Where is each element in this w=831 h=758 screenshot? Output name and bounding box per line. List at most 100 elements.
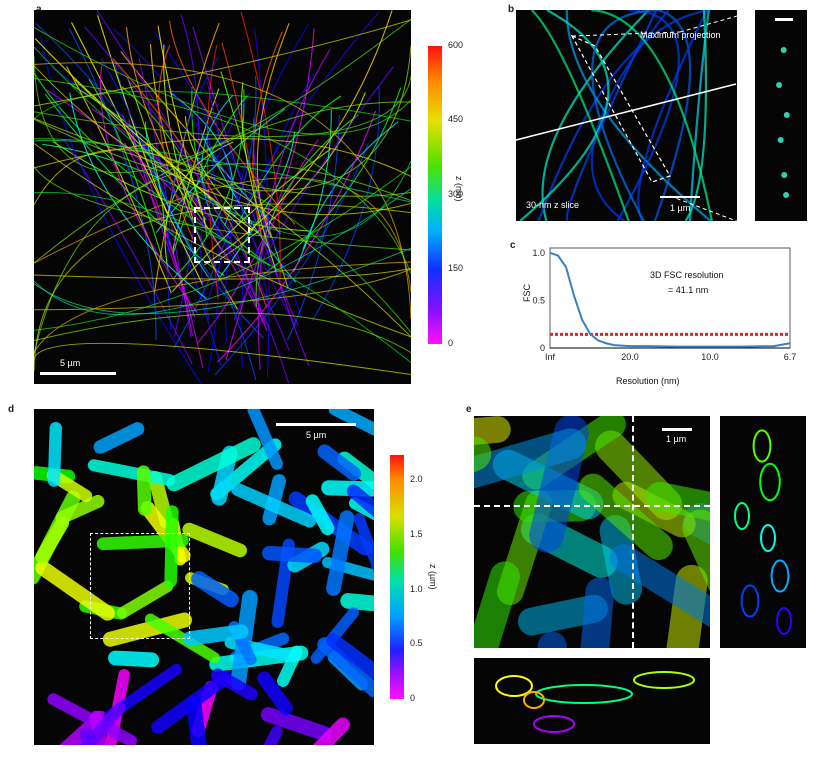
xz-outline <box>533 715 575 733</box>
filament <box>591 10 662 221</box>
mitochondrion <box>116 580 174 619</box>
mitochondrion <box>262 545 323 564</box>
filament <box>311 86 380 321</box>
fsc-ytick: 1.0 <box>532 248 545 258</box>
panel-letter-e: e <box>466 404 472 415</box>
filament <box>40 35 202 384</box>
mitochondrion <box>35 560 116 621</box>
scalebar-d <box>276 423 356 426</box>
colorbar-a-tick: 300 <box>448 189 464 199</box>
projection-overlay <box>515 10 756 229</box>
colorbar-a-tick: 600 <box>448 40 464 50</box>
annotation-max-projection: Maximum projection <box>640 30 721 40</box>
mitochondrion <box>328 409 374 436</box>
scalebar-a-label: 5 µm <box>60 358 81 368</box>
filament <box>565 10 712 221</box>
mitochondrion <box>231 482 317 528</box>
filament <box>34 62 411 319</box>
fsc-xtick: 20.0 <box>621 352 639 362</box>
filament <box>34 268 411 311</box>
filament <box>34 203 411 372</box>
filament <box>34 18 411 173</box>
filament <box>154 31 302 318</box>
filament <box>684 10 708 221</box>
fsc-annotation: 3D FSC resolution <box>650 270 724 280</box>
mitochondrion <box>340 593 374 612</box>
mitochondrion <box>578 473 673 561</box>
filament <box>34 166 411 331</box>
mitochondrion <box>102 612 192 647</box>
filament <box>172 95 248 255</box>
mitochondrion <box>305 494 335 536</box>
fsc-xtick: 6.7 <box>784 352 797 362</box>
filament <box>34 342 411 376</box>
filament <box>34 188 411 316</box>
yz-outline <box>740 584 760 618</box>
filament <box>257 48 331 370</box>
filament <box>99 65 198 314</box>
filament <box>241 82 277 272</box>
fsc-curve <box>549 251 791 348</box>
colorbar-d <box>390 455 404 699</box>
zoom-region-box-d <box>90 533 190 639</box>
colorbar-a <box>428 46 442 344</box>
filament <box>287 115 340 341</box>
colorbar-a-tick: 150 <box>448 263 464 273</box>
mitochondrion <box>326 633 374 680</box>
projection-filaments <box>519 10 713 221</box>
max-projection-image: Maximum projection 30-nm z slice 1 µm <box>516 10 737 221</box>
filament <box>34 138 411 333</box>
filament <box>530 10 630 221</box>
side-view-image <box>755 10 807 221</box>
filament <box>34 72 271 267</box>
filament <box>124 142 193 336</box>
colorbar-d-tick: 1.5 <box>410 529 423 539</box>
mitochondrion <box>276 645 303 687</box>
annotation-z-slice: 30-nm z slice <box>526 200 580 210</box>
yz-outlines <box>734 429 792 635</box>
panel-letter-d: d <box>8 404 15 415</box>
mitochondrion <box>182 522 247 558</box>
colorbar-d-tick: 2.0 <box>410 474 423 484</box>
filament <box>302 121 399 250</box>
xz-section-image <box>474 658 710 744</box>
colorbar-d-tick: 0.5 <box>410 638 423 648</box>
fsc-ylabel: FSC <box>522 284 532 302</box>
mitochondrion <box>211 668 258 701</box>
scalebar-b-side <box>775 18 793 21</box>
colorbar-d-label: z (µm) <box>428 564 438 590</box>
filament <box>653 10 692 221</box>
mitochondrion <box>682 509 710 592</box>
mitochondrion <box>317 637 374 698</box>
filament <box>70 22 204 286</box>
mitochondrion <box>55 494 105 524</box>
filament <box>204 10 393 266</box>
microtubule-image: 5 µm <box>34 10 411 384</box>
filament <box>157 25 208 228</box>
yz-outline <box>770 559 790 593</box>
filament <box>84 26 290 351</box>
filament <box>34 312 411 353</box>
filament <box>591 10 713 221</box>
filament <box>153 22 220 295</box>
mitochondrion <box>186 696 207 745</box>
fsc-xtick: 10.0 <box>701 352 719 362</box>
crosshair-vertical <box>632 416 634 648</box>
mitochondrion <box>257 671 293 716</box>
filament <box>34 163 411 355</box>
mitochondrion <box>96 534 189 551</box>
filament <box>616 10 680 221</box>
mitochondria-zoom-image: 1 µm <box>474 416 710 648</box>
mitochondrion <box>147 471 174 529</box>
filament <box>34 65 411 216</box>
mitochondrion <box>537 631 567 648</box>
xz-outline <box>495 675 533 697</box>
mitochondrion <box>47 422 62 487</box>
filament <box>214 142 369 375</box>
filament <box>128 119 196 318</box>
mitochondrion <box>346 484 374 518</box>
mitochondria-image: 5 µm <box>34 409 374 745</box>
filament <box>155 108 286 233</box>
scalebar-e-label: 1 µm <box>666 434 687 444</box>
mitochondrion <box>93 422 145 454</box>
